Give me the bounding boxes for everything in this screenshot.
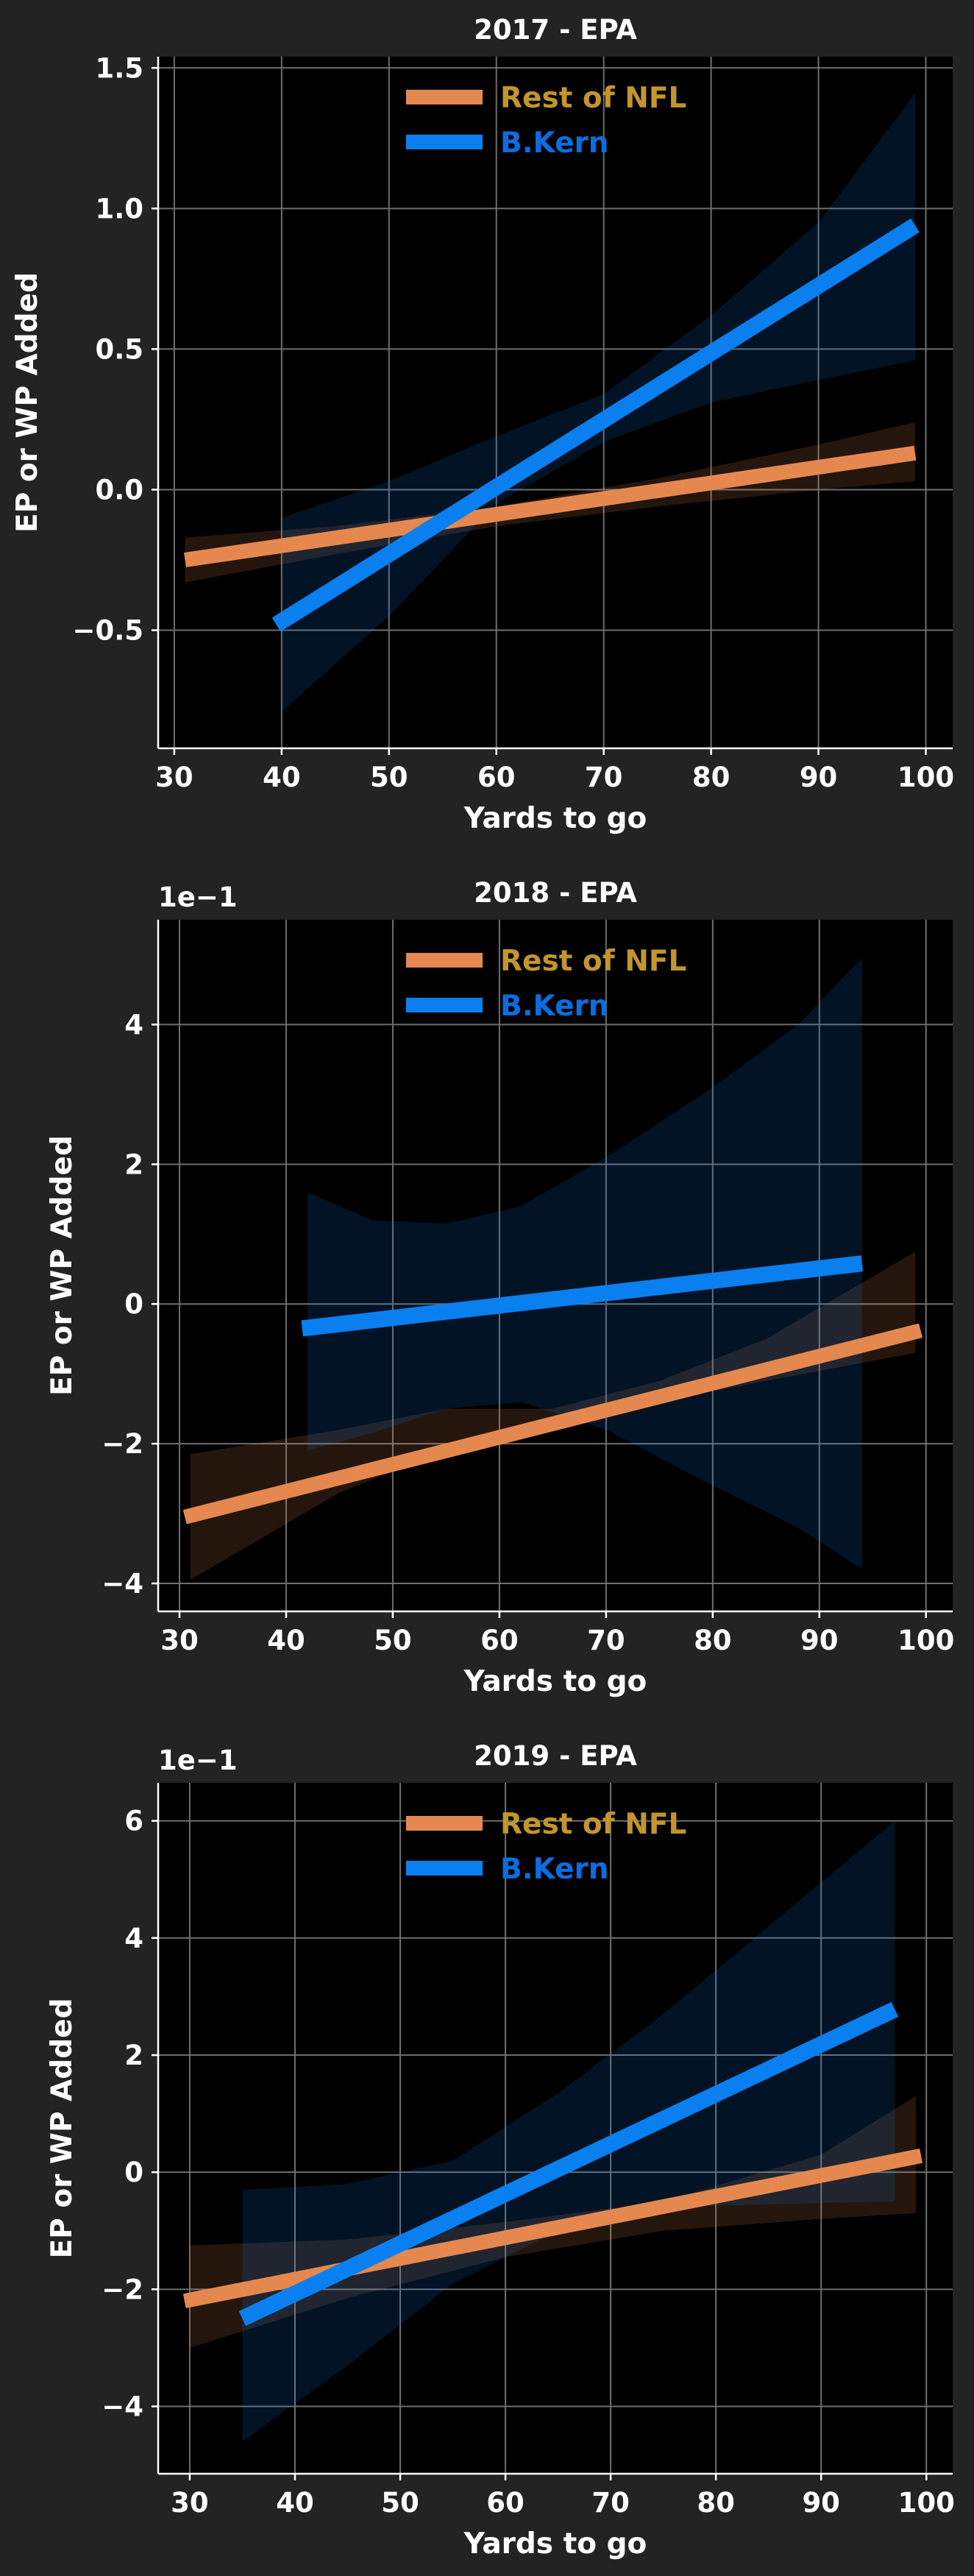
legend-swatch-rest-of-nfl (406, 90, 483, 104)
confidence-band-rest-of-nfl (190, 1252, 916, 1580)
series-line-player (301, 1255, 864, 1337)
legend-swatch-rest-of-nfl (406, 1816, 483, 1831)
x-tick-label: 70 (587, 1625, 625, 1656)
x-tick-label: 100 (897, 762, 954, 793)
x-tick-label: 80 (694, 1625, 732, 1656)
x-tick-label: 90 (800, 762, 838, 793)
plot-area (158, 1783, 953, 2474)
x-axis-label: Yards to go (463, 1665, 647, 1698)
y-tick-label: −2 (102, 2274, 143, 2305)
y-tick-label: 4 (124, 1009, 143, 1040)
series-line-player (271, 218, 920, 632)
x-tick-label: 30 (160, 1625, 199, 1656)
confidence-band-player (281, 93, 915, 712)
y-tick-label: 4 (124, 1923, 143, 1954)
legend-label-rest-of-nfl: Rest of NFL (500, 945, 686, 978)
chart-3: 30 40 50 60 70 80 90 100 −4 −2 0 2 4 6 2019 - EPA 1e−1 Y… (46, 1740, 955, 2561)
y-scale-label: 1e−1 (158, 881, 238, 913)
legend-label-player: B.Kern (500, 990, 609, 1023)
y-tick-label: −2 (102, 1428, 143, 1460)
x-tick-label: 100 (897, 1625, 954, 1656)
y-scale-label: 1e−1 (158, 1745, 238, 1776)
legend-label-rest-of-nfl: Rest of NFL (500, 82, 686, 115)
series-line-player (238, 2002, 899, 2327)
y-axis-label: EP or WP Added (46, 1135, 79, 1396)
y-tick-label: 1.0 (95, 193, 143, 224)
legend-label-player: B.Kern (500, 127, 609, 160)
legend-swatch-player (406, 998, 483, 1012)
chart-1: 30 40 50 60 70 80 90 100 −0.5 0.0 0.5 1.0 1.5 2017 - … (11, 14, 954, 835)
series-line-rest-of-nfl (182, 1323, 923, 1525)
chart-title: 2019 - EPA (474, 1740, 637, 1772)
x-tick-label: 70 (591, 2487, 630, 2519)
y-tick-label: 6 (124, 1806, 143, 1837)
series-line-rest-of-nfl (182, 2149, 923, 2309)
legend-swatch-rest-of-nfl (406, 953, 483, 968)
x-tick-label: 40 (276, 2487, 314, 2519)
y-tick-label: 1.5 (95, 52, 143, 84)
x-tick-label: 40 (267, 1625, 305, 1656)
y-tick-label: 2 (124, 1149, 143, 1180)
x-axis-label: Yards to go (463, 2527, 647, 2561)
legend-label-rest-of-nfl: Rest of NFL (500, 1808, 686, 1841)
legend-swatch-player (406, 1861, 483, 1876)
x-tick-label: 50 (370, 762, 408, 793)
y-axis-label: EP or WP Added (46, 1998, 79, 2259)
chart-title: 2017 - EPA (474, 14, 637, 46)
y-tick-label: 0.5 (95, 333, 143, 365)
x-tick-label: 80 (692, 762, 730, 793)
x-tick-label: 100 (898, 2487, 955, 2519)
y-axis-label: EP or WP Added (11, 272, 44, 533)
x-axis-label: Yards to go (463, 802, 647, 835)
x-tick-label: 70 (585, 762, 623, 793)
plot-area (158, 57, 953, 748)
x-tick-label: 30 (171, 2487, 209, 2519)
y-tick-label: −4 (102, 2391, 143, 2422)
x-tick-label: 50 (374, 1625, 412, 1656)
x-tick-label: 30 (155, 762, 193, 793)
y-tick-label: 0.0 (95, 474, 143, 505)
chart-2: 30 40 50 60 70 80 90 100 −4 −2 0 2 4 2018 - EPA 1e−1 Ya… (46, 877, 954, 1698)
legend-swatch-player (406, 135, 483, 149)
y-tick-label: 2 (124, 2040, 143, 2071)
x-tick-label: 40 (263, 762, 301, 793)
x-tick-label: 60 (486, 2487, 525, 2519)
chart-title: 2018 - EPA (474, 877, 637, 909)
confidence-band-player (242, 1820, 895, 2442)
x-tick-label: 50 (381, 2487, 419, 2519)
x-tick-label: 90 (802, 2487, 840, 2519)
series-line-rest-of-nfl (184, 445, 917, 567)
x-tick-label: 60 (480, 1625, 519, 1656)
x-tick-label: 60 (477, 762, 516, 793)
y-tick-label: 0 (124, 2157, 143, 2188)
x-tick-label: 90 (800, 1625, 839, 1656)
legend-label-player: B.Kern (500, 1853, 609, 1886)
y-tick-label: 0 (124, 1288, 143, 1320)
x-tick-label: 80 (697, 2487, 735, 2519)
confidence-band-player (308, 958, 862, 1569)
y-tick-label: −0.5 (72, 615, 143, 647)
y-tick-label: −4 (102, 1568, 143, 1600)
